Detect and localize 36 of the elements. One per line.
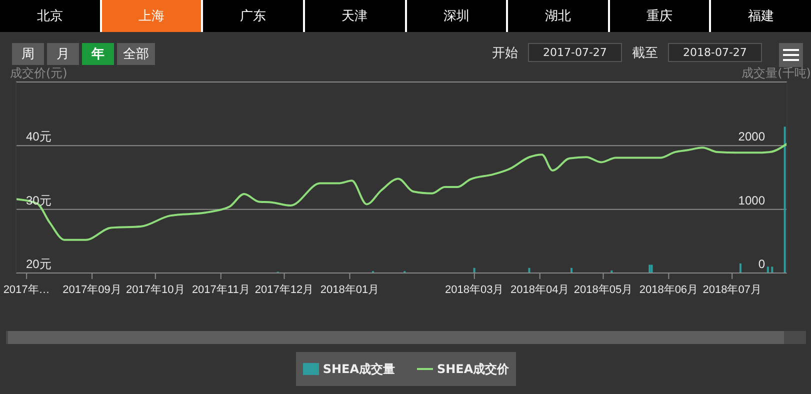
text: 福建 <box>711 0 811 32</box>
x-tick-label: 2018年05月 <box>574 284 633 296</box>
y-tick-label: 40元 <box>26 130 52 144</box>
x-tick-label: 2018年06月 <box>639 284 698 296</box>
text: 2018-07-27 <box>668 43 762 62</box>
x-tick-label: 2017年10月 <box>126 284 185 296</box>
x-tick-label: 2017年11月 <box>192 284 250 296</box>
x-tick-label: 2018年07月 <box>702 284 762 296</box>
y-axis-title: 成交价(元) <box>10 65 68 82</box>
x-tick-label: 2017年09月 <box>62 284 122 296</box>
legend-label: SHEA成交量 <box>322 360 395 378</box>
y2-axis-title: 成交量(千吨) <box>742 65 811 82</box>
x-tick-label: 2018年04月 <box>510 284 570 296</box>
x-tick-label: 2017年… <box>3 284 50 296</box>
text: 重庆 <box>610 0 710 32</box>
y2-tick-label: 1000 <box>738 193 766 208</box>
text: 天津 <box>304 0 404 32</box>
legend-label: SHEA成交价 <box>437 360 510 378</box>
text: 上海 <box>102 0 202 32</box>
x-tick-label: 2018年01月 <box>320 284 380 296</box>
text: 开始 <box>492 44 518 62</box>
y2-tick-label: 2000 <box>738 130 766 144</box>
text: 全部 <box>117 43 155 65</box>
y2-tick-label: 0 <box>758 257 766 271</box>
x-tick-label: 2017年12月 <box>254 284 314 296</box>
y-tick-label: 20元 <box>26 257 52 271</box>
text: 年 <box>82 43 114 65</box>
x-tick-label: 2018年03月 <box>445 284 504 296</box>
text: 深圳 <box>406 0 506 32</box>
text: 周 <box>12 43 44 65</box>
text: 截至 <box>632 44 658 62</box>
text: 广东 <box>203 0 303 32</box>
text: 月 <box>47 43 79 65</box>
text: 2017-07-27 <box>528 43 622 62</box>
text: 湖北 <box>508 0 608 32</box>
text: 北京 <box>0 0 100 32</box>
